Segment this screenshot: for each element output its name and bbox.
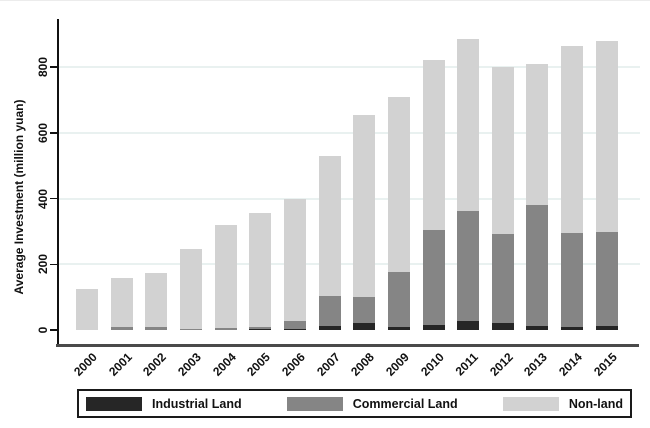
y-axis-title: Average Investment (million yuan) <box>12 99 26 295</box>
y-tick-600 <box>50 132 57 134</box>
bar-segment-industrial-land-2006 <box>283 328 306 330</box>
bar-segment-commercial-land-2009 <box>387 272 410 328</box>
bar-segment-commercial-land-2012 <box>491 234 514 324</box>
bar-segment-non-land-2009 <box>387 96 410 273</box>
y-tick-0 <box>50 329 57 331</box>
bar-segment-commercial-land-2015 <box>595 232 618 327</box>
bar-segment-non-land-2005 <box>249 213 272 328</box>
legend-swatch-commercial-icon <box>286 396 343 411</box>
bar-segment-industrial-land-2014 <box>561 327 584 330</box>
gridline-600 <box>58 131 640 134</box>
bar-segment-industrial-land-2013 <box>526 326 549 330</box>
gridline-800 <box>58 66 640 68</box>
bar-segment-commercial-land-2001 <box>110 327 133 330</box>
bar-segment-commercial-land-2010 <box>422 229 445 326</box>
bar-segment-non-land-2006 <box>283 198 306 321</box>
y-axis-line <box>57 19 59 346</box>
bar-segment-industrial-land-2005 <box>249 329 272 330</box>
y-tick-label-600: 600 <box>36 122 50 143</box>
y-tick-label-400: 400 <box>36 188 50 209</box>
bar-segment-non-land-2008 <box>353 114 376 298</box>
bar-segment-industrial-land-2008 <box>353 323 376 330</box>
legend-label-nonland: Non-land <box>568 396 623 411</box>
bar-segment-non-land-2011 <box>457 39 480 211</box>
bar-segment-non-land-2000 <box>76 288 99 330</box>
y-tick-200 <box>50 263 57 265</box>
bar-segment-non-land-2015 <box>595 40 618 233</box>
bar-segment-industrial-land-2009 <box>387 327 410 330</box>
gridline-400 <box>58 197 640 200</box>
gridline-200 <box>58 263 640 266</box>
bar-segment-non-land-2007 <box>318 155 341 297</box>
bar-segment-non-land-2004 <box>214 224 237 329</box>
bar-segment-non-land-2012 <box>491 67 514 235</box>
legend: Industrial Land Commercial Land Non-land <box>77 389 632 418</box>
bar-segment-industrial-land-2007 <box>318 326 341 330</box>
y-tick-800 <box>50 66 57 68</box>
bar-segment-commercial-land-2002 <box>145 327 168 330</box>
bar-segment-commercial-land-2013 <box>526 205 549 327</box>
bar-segment-non-land-2014 <box>561 45 584 233</box>
y-tick-label-800: 800 <box>36 56 50 78</box>
bar-segment-commercial-land-2011 <box>457 210 480 322</box>
legend-label-commercial: Commercial Land <box>352 396 458 411</box>
legend-item-nonland: Non-land <box>502 396 623 411</box>
bar-segment-non-land-2003 <box>180 249 203 329</box>
bar-segment-non-land-2001 <box>110 278 133 328</box>
y-tick-label-200: 200 <box>36 254 50 275</box>
bar-segment-commercial-land-2008 <box>353 297 376 324</box>
x-axis-line <box>56 344 639 347</box>
bar-segment-industrial-land-2012 <box>491 323 514 330</box>
bar-segment-industrial-land-2015 <box>595 326 618 330</box>
legend-label-industrial: Industrial Land <box>152 396 242 411</box>
bar-segment-non-land-2013 <box>526 64 549 206</box>
legend-item-commercial: Commercial Land <box>286 396 458 411</box>
bar-segment-commercial-land-2004 <box>214 328 237 330</box>
bar-segment-commercial-land-2006 <box>283 320 306 329</box>
bar-segment-industrial-land-2011 <box>457 321 480 330</box>
legend-swatch-nonland-icon <box>502 396 559 411</box>
bar-segment-commercial-land-2007 <box>318 296 341 327</box>
y-tick-label-0: 0 <box>36 326 50 334</box>
bar-segment-commercial-land-2005 <box>249 327 272 330</box>
bar-segment-non-land-2002 <box>145 273 168 328</box>
bar-segment-commercial-land-2003 <box>180 329 203 330</box>
bar-segment-industrial-land-2010 <box>422 325 445 330</box>
y-tick-400 <box>50 197 57 200</box>
legend-item-industrial: Industrial Land <box>86 396 242 411</box>
bar-segment-non-land-2010 <box>422 60 445 230</box>
bar-segment-commercial-land-2014 <box>561 233 584 328</box>
legend-swatch-industrial-icon <box>86 396 142 411</box>
